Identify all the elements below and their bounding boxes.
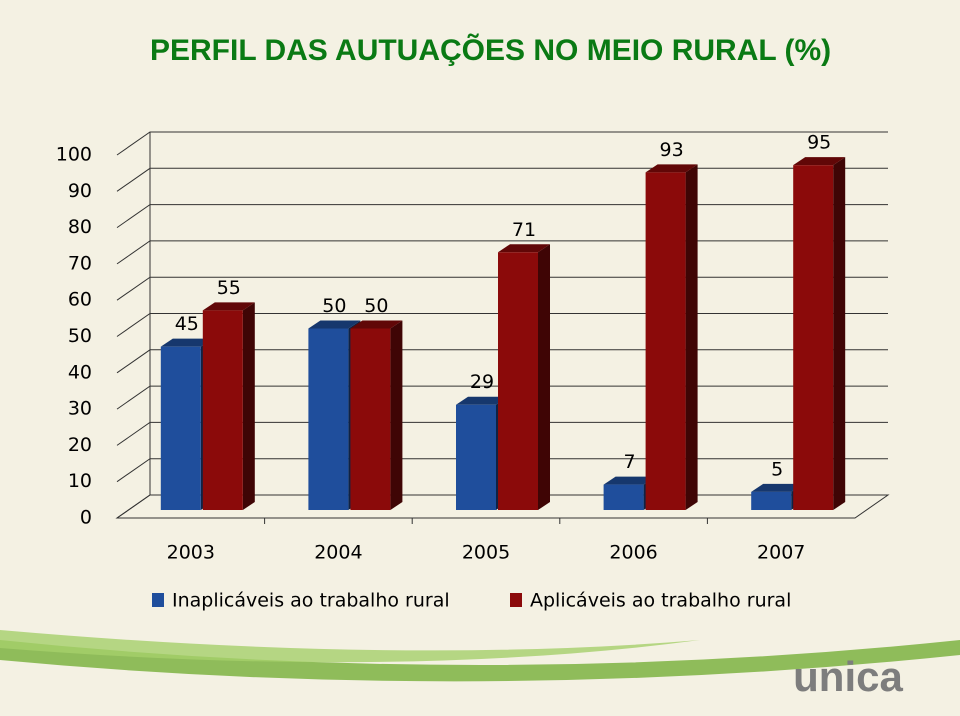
legend-swatch	[152, 593, 164, 607]
bar	[202, 310, 243, 510]
bar	[793, 165, 834, 510]
bar-top	[308, 320, 361, 329]
bar	[160, 346, 201, 510]
value-label: 45	[175, 313, 199, 335]
bar-side	[833, 157, 846, 510]
bar	[308, 328, 349, 510]
y-tick-label: 10	[68, 470, 92, 492]
bar-top	[202, 302, 255, 311]
bar	[603, 484, 644, 510]
bar-top	[645, 164, 698, 173]
x-tick-label: 2006	[609, 542, 657, 564]
bar	[645, 172, 686, 510]
bar-side	[685, 164, 698, 510]
bar-top	[160, 338, 213, 347]
x-tick-label: 2005	[462, 542, 510, 564]
value-label: 93	[660, 139, 684, 161]
y-tick-label: 80	[68, 216, 92, 238]
y-tick-label: 30	[68, 398, 92, 420]
x-tick-label: 2004	[314, 542, 362, 564]
bar	[456, 404, 496, 510]
value-label: 7	[624, 451, 636, 473]
y-tick-label: 70	[68, 252, 92, 274]
y-tick-label: 90	[68, 180, 92, 202]
value-label: 5	[771, 458, 783, 480]
value-label: 71	[512, 219, 536, 241]
legend-swatch	[510, 593, 522, 607]
bar-side	[242, 302, 255, 510]
bar-top	[456, 396, 508, 405]
legend-label: Inaplicáveis ao trabalho rural	[172, 590, 450, 612]
y-tick-label: 40	[68, 361, 92, 383]
bar-top	[498, 244, 550, 253]
chart-title: PERFIL DAS AUTUAÇÕES NO MEIO RURAL (%)	[150, 33, 831, 67]
y-tick-label: 100	[56, 144, 92, 166]
value-label: 29	[470, 371, 494, 393]
swoosh	[0, 640, 960, 682]
bar-top	[350, 320, 403, 329]
swoosh	[0, 630, 700, 663]
bar-top	[603, 476, 656, 485]
bar-side	[390, 320, 403, 510]
value-label: 95	[807, 132, 831, 154]
legend-label: Aplicáveis ao trabalho rural	[530, 590, 791, 612]
bar	[498, 252, 538, 510]
y-tick-label: 50	[68, 325, 92, 347]
x-tick-label: 2007	[757, 542, 805, 564]
bar-top	[793, 157, 846, 166]
bar-side	[538, 244, 550, 510]
y-tick-label: 60	[68, 289, 92, 311]
logo: unica	[793, 653, 903, 700]
bar-top	[751, 483, 804, 492]
bar	[350, 328, 391, 510]
value-label: 50	[322, 295, 346, 317]
bar	[751, 491, 792, 510]
y-tick-label: 0	[80, 507, 92, 529]
x-tick-label: 2003	[167, 542, 215, 564]
y-tick-label: 20	[68, 434, 92, 456]
value-label: 50	[364, 295, 388, 317]
value-label: 55	[217, 277, 241, 299]
